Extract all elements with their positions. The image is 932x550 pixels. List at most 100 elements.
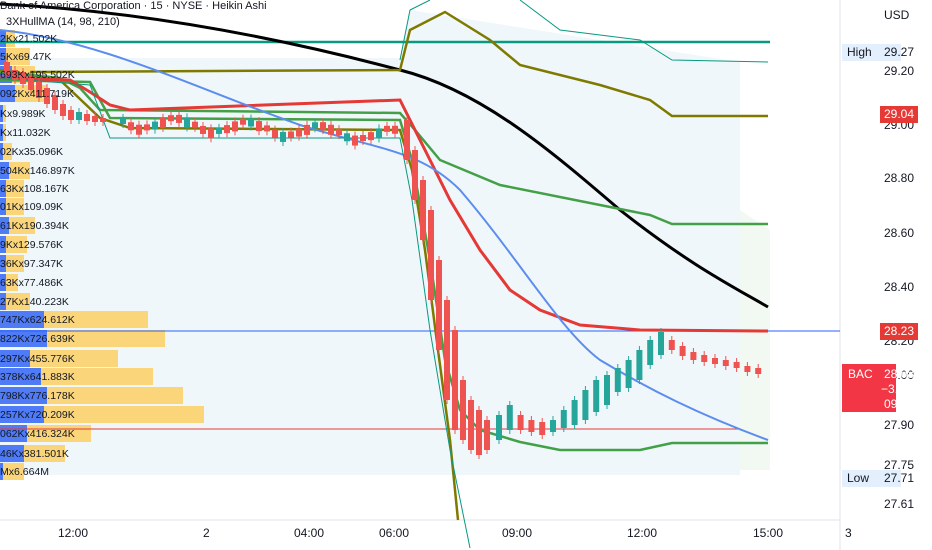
volume-profile-label: 378Kx641.883K <box>0 371 75 383</box>
candle-body <box>484 420 490 450</box>
candle-body <box>404 120 410 160</box>
countdown: 09:17 <box>884 397 915 411</box>
indicator-title[interactable]: 3XHullMA (14, 98, 210) <box>6 16 120 28</box>
volume-profile-label: Kx9.989K <box>0 108 46 120</box>
candle-body <box>428 210 434 300</box>
teal-thin-upper <box>399 0 769 63</box>
volume-profile-buy-bar <box>0 368 41 385</box>
time-tick: 04:00 <box>294 526 325 540</box>
volume-profile-label: 747Kx624.612K <box>0 314 75 326</box>
candle-body <box>232 121 238 132</box>
symbol-title[interactable]: Bank of America Corporation · 15 · NYSE … <box>0 0 267 12</box>
volume-profile-bars <box>0 30 204 480</box>
candle-body <box>392 125 398 134</box>
volume-profile-label: 01Kx109.09K <box>0 201 64 213</box>
candle-body <box>76 112 82 120</box>
current-symbol: BAC <box>848 367 873 381</box>
volume-profile-buy-bar <box>0 406 44 423</box>
volume-profile-buy-bar <box>0 105 3 122</box>
candle-body <box>240 118 246 125</box>
volume-profile-buy-bar <box>0 30 6 47</box>
candle-body <box>248 118 254 127</box>
volume-profile-label: 36Kx97.347K <box>0 258 64 270</box>
volume-profile-buy-bar <box>0 463 3 480</box>
time-tick: 09:00 <box>502 526 533 540</box>
volume-profile-buy-bar <box>0 255 6 272</box>
candle-body <box>614 368 621 392</box>
candle-body <box>368 132 374 141</box>
olive-ma-upper <box>29 10 768 118</box>
candle-body <box>192 121 198 128</box>
volume-profile-label: 5Kx69.47K <box>0 51 52 63</box>
candle-body <box>722 360 729 366</box>
candle-body <box>184 117 190 128</box>
candle-body <box>539 422 546 435</box>
candle-body <box>560 410 567 428</box>
volume-profile-buy-bar <box>0 330 47 347</box>
candle-body <box>604 375 610 405</box>
candle-body <box>593 380 600 412</box>
low-tag: Low <box>842 470 901 487</box>
candle-body <box>320 122 326 131</box>
currency-label[interactable]: USD <box>884 8 910 22</box>
time-tick: 12:00 <box>58 526 89 540</box>
volume-profile-label: 9Kx129.576K <box>0 239 64 251</box>
candle-body <box>68 110 74 120</box>
candle-body <box>517 415 524 430</box>
volume-profile-buy-bar <box>0 445 24 462</box>
price-tick: 29.20 <box>884 64 915 78</box>
candle-body <box>550 420 556 432</box>
candle-body <box>360 135 366 142</box>
candle-body <box>328 124 334 135</box>
volume-profile-label: 062Kx416.324K <box>0 428 75 440</box>
price-tick: 28.80 <box>884 171 915 185</box>
volume-profile-label: 798Kx776.178K <box>0 390 75 402</box>
price-tick: 27.90 <box>884 418 915 432</box>
low-label: Low <box>847 471 870 485</box>
candle-body <box>701 355 708 362</box>
candle-body <box>84 114 90 121</box>
black-ma-line <box>0 2 769 309</box>
candle-body <box>636 350 643 380</box>
volume-profile-label: 63Kx108.167K <box>0 183 69 195</box>
teal-thin-lower <box>0 77 471 549</box>
candle-body <box>144 124 150 131</box>
candle-body <box>168 115 174 122</box>
candle-body <box>296 128 302 137</box>
candle-body <box>571 400 578 425</box>
volume-profile-label: 504Kx146.897K <box>0 165 75 177</box>
candle-body <box>468 400 474 450</box>
candle-body <box>658 332 664 355</box>
volume-profile-sell-bar <box>0 406 204 423</box>
candle-body <box>4 62 10 75</box>
candle-body <box>52 95 58 110</box>
level-tag-28-23: 28.23 <box>880 323 919 340</box>
current-price-tag <box>842 364 896 412</box>
candle-body <box>436 260 442 350</box>
green-ma-upper <box>0 70 768 226</box>
volume-profile-sell-bar <box>0 293 30 310</box>
candle-body <box>60 104 66 116</box>
candle-body <box>44 88 50 104</box>
volume-profile-buy-bar <box>0 85 15 102</box>
candle-body <box>420 180 426 240</box>
current-price: 28.08 <box>884 367 915 381</box>
envelope-fill-right <box>740 210 770 470</box>
volume-profile-buy-bar <box>0 274 6 291</box>
candle-body <box>444 300 450 400</box>
blue-ma-line <box>0 29 769 441</box>
time-tick: 06:00 <box>379 526 410 540</box>
candle-body <box>733 362 740 368</box>
candle-body <box>128 122 134 131</box>
volume-profile-label: 2Kx21.502K <box>0 33 58 45</box>
candle-body <box>208 128 214 139</box>
volume-profile-label: Kx11.032K <box>0 127 51 139</box>
candle-body <box>136 124 142 135</box>
price-tick: 27.61 <box>884 497 915 511</box>
volume-profile-buy-bar <box>0 143 3 160</box>
candle-body <box>224 125 230 134</box>
candle-body <box>376 128 382 139</box>
volume-profile-label: 092Kx411.719K <box>0 88 74 100</box>
